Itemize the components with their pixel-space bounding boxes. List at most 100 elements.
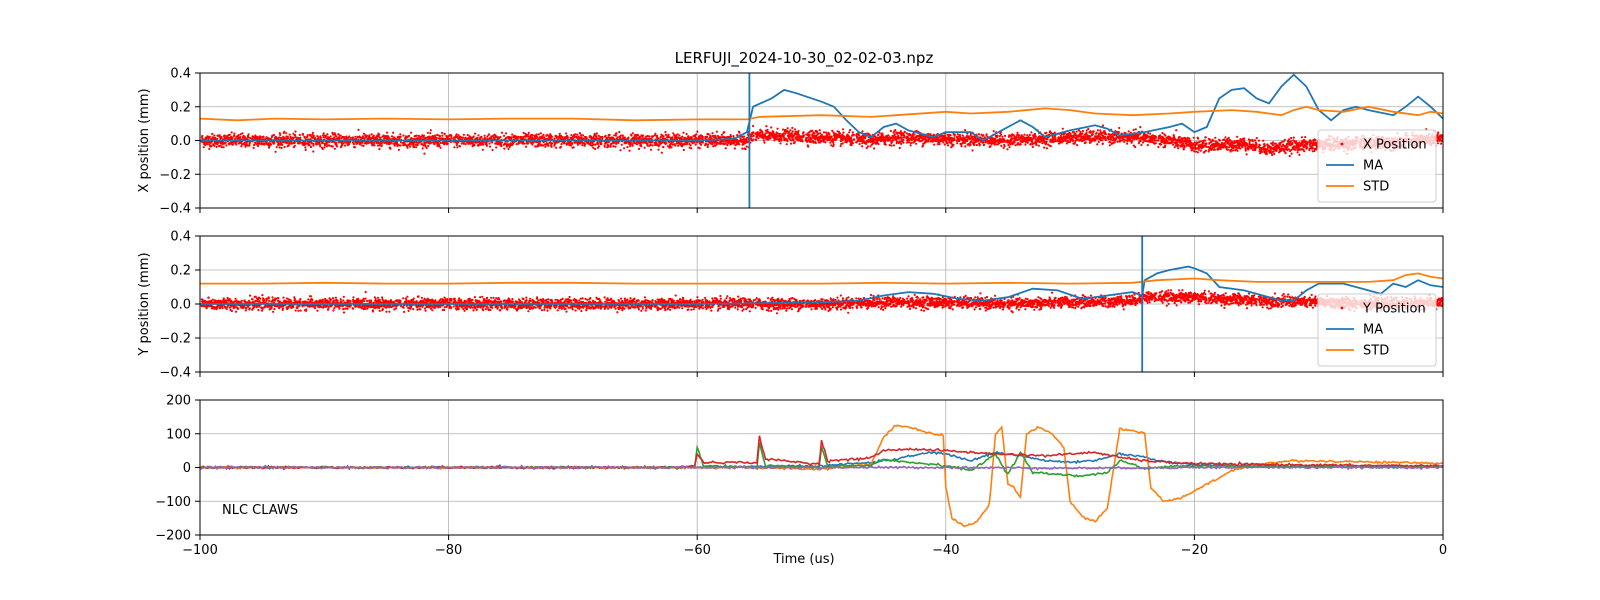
position-point (457, 134, 460, 137)
position-point (971, 149, 974, 152)
position-point (706, 145, 709, 149)
position-point (1177, 147, 1180, 150)
position-point (857, 134, 861, 137)
position-point (1253, 139, 1256, 142)
position-point (851, 142, 855, 145)
position-point (345, 135, 348, 138)
position-point (1116, 140, 1119, 143)
position-point (629, 145, 632, 148)
position-point (495, 146, 498, 149)
position-point (1008, 146, 1011, 149)
position-point (701, 135, 704, 139)
position-point (531, 134, 534, 137)
position-point (830, 144, 833, 147)
position-point (274, 150, 277, 153)
position-point (312, 142, 315, 145)
position-point (397, 148, 400, 151)
position-point (695, 133, 698, 136)
position-point (1100, 136, 1103, 139)
position-point (601, 136, 604, 139)
position-point (273, 141, 276, 144)
position-point (1134, 145, 1137, 149)
position-point (887, 134, 890, 137)
position-point (671, 136, 674, 139)
position-point (351, 136, 354, 139)
position-point (627, 136, 630, 139)
position-point (822, 131, 826, 134)
position-point (592, 146, 595, 149)
position-point (791, 126, 794, 129)
position-point (830, 135, 833, 139)
position-point (818, 132, 822, 135)
position-point (272, 133, 276, 137)
position-point (681, 135, 684, 138)
position-point (779, 142, 782, 145)
position-point (237, 134, 240, 137)
position-point (306, 135, 309, 138)
position-point (539, 132, 542, 135)
position-point (283, 136, 286, 139)
position-point (511, 133, 514, 136)
position-point (646, 144, 650, 147)
position-point (766, 128, 769, 131)
position-point (253, 143, 256, 147)
position-point (630, 134, 633, 137)
position-point (908, 141, 911, 144)
position-point (1081, 132, 1084, 135)
position-point (328, 144, 331, 147)
position-point (220, 146, 223, 149)
position-point (752, 124, 755, 128)
position-point (770, 126, 773, 129)
position-point (1076, 144, 1079, 147)
position-point (790, 133, 794, 136)
position-point (628, 149, 631, 152)
position-point (893, 133, 896, 136)
position-point (438, 144, 441, 147)
position-point (1192, 136, 1195, 139)
position-point (288, 133, 291, 136)
position-point (299, 136, 302, 139)
position-point (623, 147, 626, 150)
position-point (1018, 134, 1021, 137)
position-point (666, 145, 670, 148)
position-point (817, 132, 820, 135)
position-point (866, 145, 870, 148)
position-point (535, 133, 538, 136)
position-point (1101, 139, 1104, 142)
position-point (966, 139, 969, 143)
position-point (1157, 145, 1160, 149)
position-point (714, 134, 717, 137)
position-point (416, 143, 419, 146)
position-point (379, 136, 382, 139)
position-point (595, 137, 598, 140)
position-point (225, 144, 228, 147)
position-point (373, 144, 376, 147)
position-point (992, 130, 995, 133)
position-point (706, 143, 710, 146)
position-point (633, 142, 636, 145)
position-point (682, 131, 685, 134)
position-point (473, 144, 476, 147)
position-point (477, 134, 480, 137)
position-point (1193, 141, 1196, 144)
position-point (635, 137, 638, 140)
position-point (832, 143, 835, 146)
position-point (1016, 131, 1019, 134)
position-point (1030, 131, 1033, 134)
position-point (352, 143, 355, 146)
position-point (354, 137, 358, 140)
position-point (797, 133, 800, 136)
position-point (841, 133, 844, 136)
position-point (1029, 143, 1032, 146)
position-point (380, 142, 383, 145)
position-point (869, 145, 872, 148)
position-point (538, 137, 541, 141)
position-point (462, 142, 465, 145)
position-point (1104, 136, 1107, 139)
position-point (547, 144, 550, 147)
position-point (657, 137, 660, 140)
position-point (1104, 138, 1107, 142)
position-point (399, 141, 403, 144)
position-point (1035, 143, 1038, 146)
position-point (342, 142, 345, 145)
